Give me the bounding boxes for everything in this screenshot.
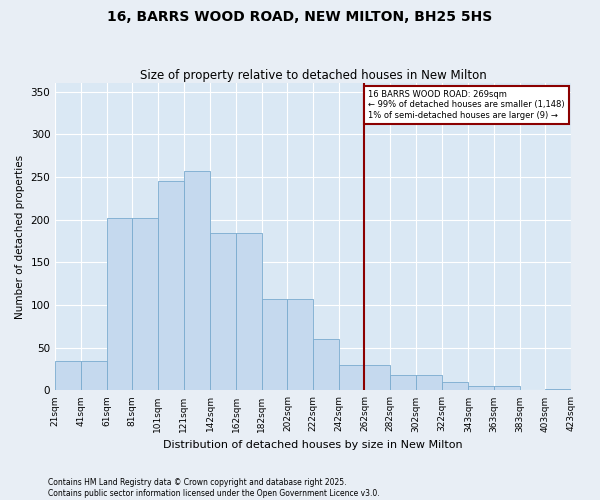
Text: 16 BARRS WOOD ROAD: 269sqm
← 99% of detached houses are smaller (1,148)
1% of se: 16 BARRS WOOD ROAD: 269sqm ← 99% of deta… bbox=[368, 90, 565, 120]
Bar bbox=[81, 362, 107, 390]
Bar bbox=[469, 386, 494, 390]
Text: Contains HM Land Registry data © Crown copyright and database right 2025.
Contai: Contains HM Land Registry data © Crown c… bbox=[48, 478, 380, 498]
Bar bbox=[132, 218, 158, 390]
Bar bbox=[211, 232, 236, 390]
Bar bbox=[416, 375, 442, 390]
Title: Size of property relative to detached houses in New Milton: Size of property relative to detached ho… bbox=[140, 69, 487, 82]
Bar bbox=[262, 299, 287, 390]
Bar bbox=[107, 218, 132, 390]
Bar bbox=[313, 339, 339, 390]
Bar bbox=[364, 365, 390, 390]
Bar bbox=[184, 171, 211, 390]
Bar bbox=[545, 388, 571, 390]
Y-axis label: Number of detached properties: Number of detached properties bbox=[15, 154, 25, 319]
Bar bbox=[55, 362, 81, 390]
Bar bbox=[158, 182, 184, 390]
Text: 16, BARRS WOOD ROAD, NEW MILTON, BH25 5HS: 16, BARRS WOOD ROAD, NEW MILTON, BH25 5H… bbox=[107, 10, 493, 24]
Bar bbox=[390, 375, 416, 390]
Bar bbox=[287, 299, 313, 390]
X-axis label: Distribution of detached houses by size in New Milton: Distribution of detached houses by size … bbox=[163, 440, 463, 450]
Bar bbox=[236, 232, 262, 390]
Bar bbox=[339, 365, 364, 390]
Bar bbox=[494, 386, 520, 390]
Bar bbox=[442, 382, 469, 390]
